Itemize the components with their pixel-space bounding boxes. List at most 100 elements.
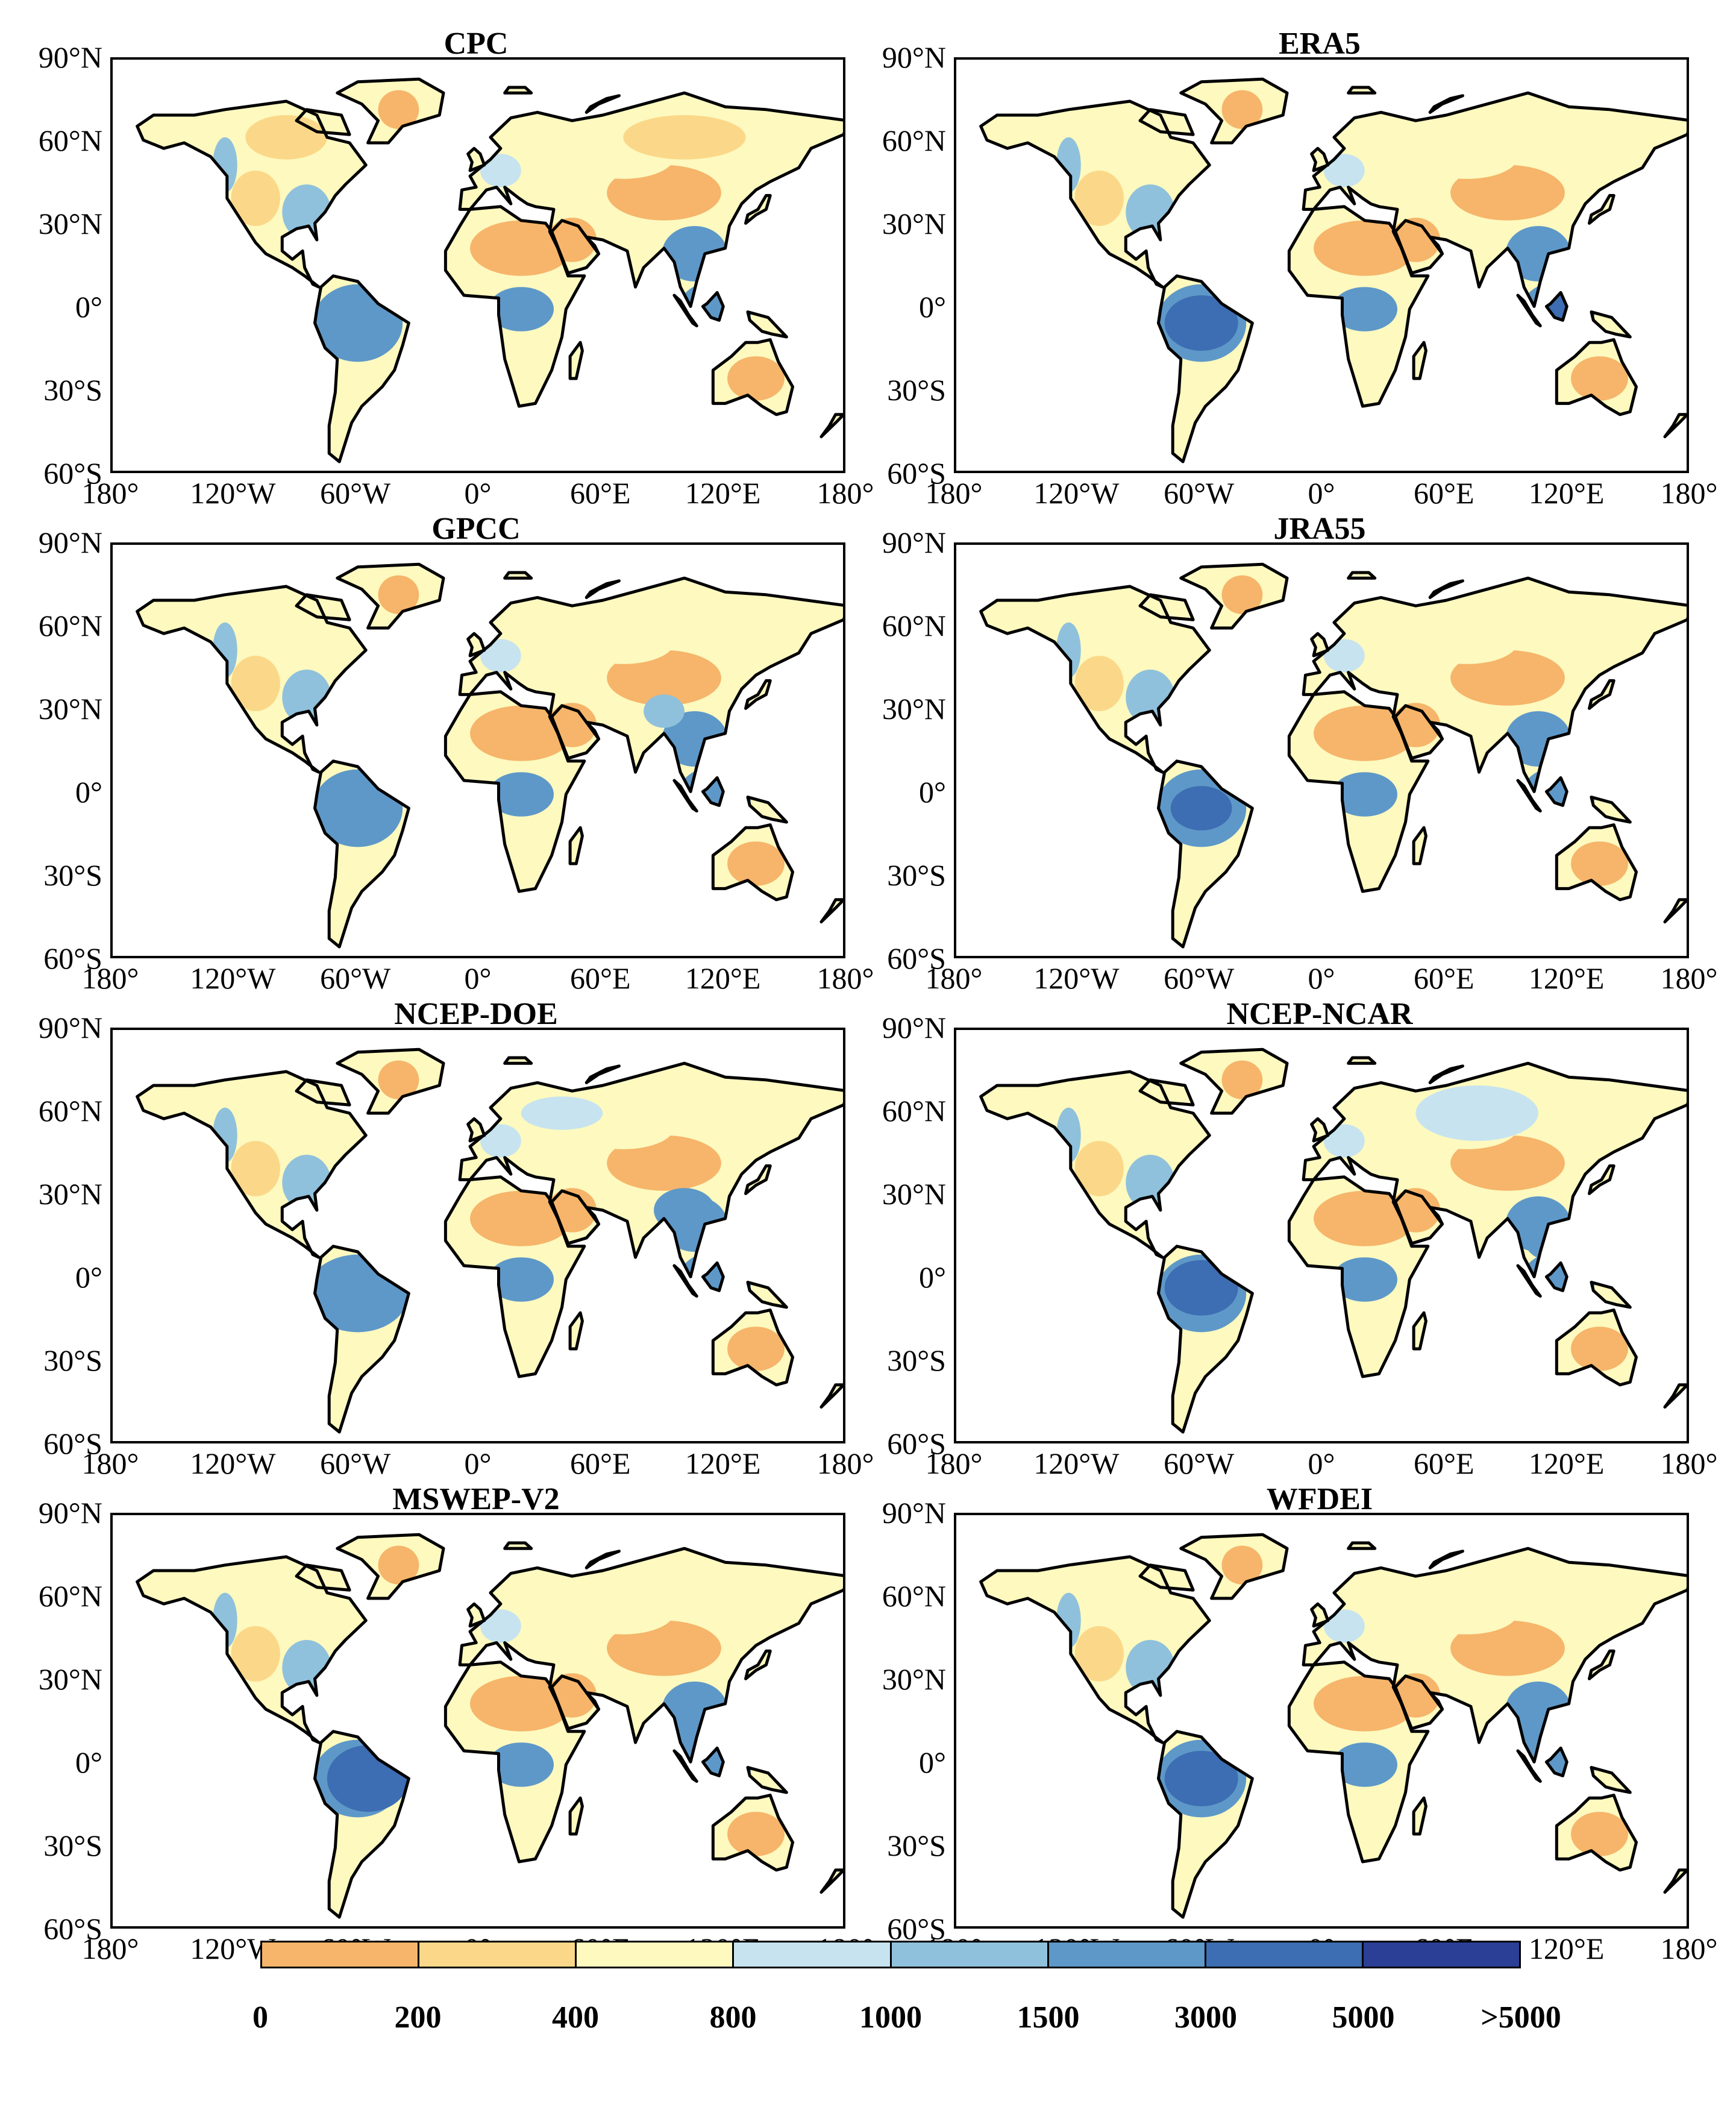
precip-region bbox=[480, 154, 521, 187]
coastline-sumatra bbox=[1516, 1749, 1542, 1783]
precip-region bbox=[727, 841, 785, 886]
precip-region bbox=[607, 1620, 721, 1676]
coastline-madagascar bbox=[568, 1796, 584, 1836]
panel-title: ERA5 bbox=[1279, 27, 1361, 61]
map-svg bbox=[136, 562, 843, 949]
precip-region bbox=[572, 620, 674, 664]
coastline-eurasia bbox=[1302, 91, 1687, 308]
precip-region bbox=[470, 1675, 572, 1732]
coastline-north-america bbox=[136, 1070, 368, 1259]
lon-tick-label: 0° bbox=[1308, 476, 1335, 510]
lon-tick-label: 180° bbox=[81, 1932, 139, 1965]
lat-tick-label: 30°N bbox=[38, 207, 102, 240]
lat-tick-label: 0° bbox=[75, 1260, 102, 1294]
precip-region bbox=[607, 650, 721, 706]
coastline-africa bbox=[443, 1660, 586, 1864]
precip-region bbox=[1415, 620, 1518, 664]
coastline-greenland bbox=[336, 1533, 445, 1600]
coastline-novaya-zemlya bbox=[1428, 579, 1464, 599]
lat-tick-label: 60°S bbox=[887, 941, 946, 975]
map-plot-area bbox=[954, 542, 1689, 958]
colorbar-label: 1000 bbox=[859, 2000, 922, 2035]
lat-tick-label: 90°N bbox=[38, 526, 102, 559]
coastline-north-america bbox=[136, 1555, 368, 1744]
coastline-new-guinea bbox=[746, 1766, 788, 1794]
coastline-arabia-patch bbox=[1394, 219, 1444, 275]
coastline-arabia-patch bbox=[550, 1189, 601, 1245]
precip-region bbox=[488, 1742, 554, 1787]
precip-region bbox=[678, 1252, 752, 1307]
map-svg bbox=[136, 1533, 843, 1919]
lon-tick-label: 0° bbox=[464, 476, 492, 510]
panel-title: CPC bbox=[443, 27, 509, 61]
coastline-australia bbox=[711, 338, 794, 416]
precip-region bbox=[378, 1060, 419, 1099]
coastline-novaya-zemlya bbox=[584, 579, 621, 599]
precip-region bbox=[623, 115, 746, 160]
coastline-britain bbox=[1310, 1117, 1330, 1143]
coastline-south-america bbox=[313, 759, 410, 949]
colorbar-label: 400 bbox=[552, 2000, 599, 2035]
coastline-madagascar bbox=[1412, 826, 1427, 865]
lat-tick-label: 30°S bbox=[887, 1829, 946, 1862]
precip-region bbox=[1089, 594, 1171, 650]
coastline-japan bbox=[744, 193, 772, 225]
precip-region bbox=[488, 1257, 554, 1302]
precip-region bbox=[1314, 705, 1416, 761]
precip-region bbox=[521, 1096, 603, 1130]
panel-title: NCEP-DOE bbox=[394, 997, 558, 1031]
lon-tick-label: 0° bbox=[1308, 1446, 1335, 1480]
coastline-novaya-zemlya bbox=[584, 1064, 621, 1084]
coastline-sumatra bbox=[672, 779, 698, 813]
coastline-australia bbox=[711, 1794, 794, 1872]
lon-tick-label: 120°E bbox=[1528, 1932, 1605, 1965]
coastline-novaya-zemlya bbox=[584, 1550, 621, 1569]
lat-tick-label: 0° bbox=[919, 290, 946, 324]
coastline-south-america bbox=[1157, 1245, 1254, 1434]
precip-region bbox=[1524, 1216, 1573, 1260]
colorbar-label: >5000 bbox=[1481, 2000, 1561, 2035]
lat-tick-label: 60°N bbox=[882, 124, 946, 157]
lat-tick-label: 60°N bbox=[882, 1094, 946, 1128]
precip-region bbox=[1221, 575, 1263, 614]
precip-region bbox=[480, 639, 521, 673]
lon-tick-label: 180° bbox=[1660, 1446, 1718, 1480]
coastline-britain bbox=[1310, 146, 1330, 172]
coastline-baffin bbox=[295, 593, 351, 621]
lon-tick-label: 60°W bbox=[320, 961, 391, 995]
lat-tick-label: 60°N bbox=[882, 609, 946, 642]
lat-tick-label: 90°N bbox=[38, 1011, 102, 1044]
coastline-svalbard bbox=[503, 1056, 533, 1065]
precip-region bbox=[644, 694, 685, 728]
lon-tick-label: 60°E bbox=[570, 1446, 631, 1480]
lat-tick-label: 30°N bbox=[882, 1177, 946, 1211]
coastline-new-zealand bbox=[1663, 1383, 1687, 1409]
lat-tick-label: 60°S bbox=[887, 456, 946, 490]
map-svg bbox=[136, 77, 843, 463]
coastline-south-america bbox=[1157, 274, 1254, 463]
lat-tick-label: 30°N bbox=[882, 1662, 946, 1696]
lat-tick-label: 30°N bbox=[38, 692, 102, 726]
precip-region bbox=[1571, 1812, 1628, 1856]
coastline-arabia-patch bbox=[1394, 1189, 1444, 1245]
map-plot-area bbox=[954, 57, 1689, 473]
map-panel-ncep-ncar: NCEP-NCAR 90°N 60°N 30°N 0° 30°S 60°S 180° 120°W… bbox=[844, 997, 1718, 1516]
coastline-sumatra bbox=[672, 1749, 698, 1783]
lat-tick-label: 30°S bbox=[43, 1343, 102, 1377]
precip-region bbox=[1324, 1609, 1365, 1643]
lat-tick-label: 90°N bbox=[38, 40, 102, 74]
precip-region bbox=[1314, 1190, 1416, 1246]
coastline-north-america bbox=[979, 1555, 1211, 1744]
coastline-new-zealand bbox=[819, 1868, 843, 1894]
panel-title: NCEP-NCAR bbox=[1226, 997, 1413, 1031]
lat-tick-label: 30°S bbox=[887, 858, 946, 892]
map-panel-mswep-v2: MSWEP-V290°N60°N30°N0°30°S60°S180°120°W6… bbox=[0, 1482, 874, 2001]
precip-region bbox=[1332, 1742, 1397, 1787]
precip-region bbox=[378, 90, 419, 129]
lat-tick-label: 30°N bbox=[38, 1662, 102, 1696]
colorbar-segment bbox=[1206, 1942, 1364, 1967]
coastline-new-guinea bbox=[746, 1281, 788, 1309]
map-plot-area bbox=[110, 57, 845, 473]
coastline-madagascar bbox=[568, 341, 584, 380]
lat-tick-label: 0° bbox=[919, 775, 946, 809]
